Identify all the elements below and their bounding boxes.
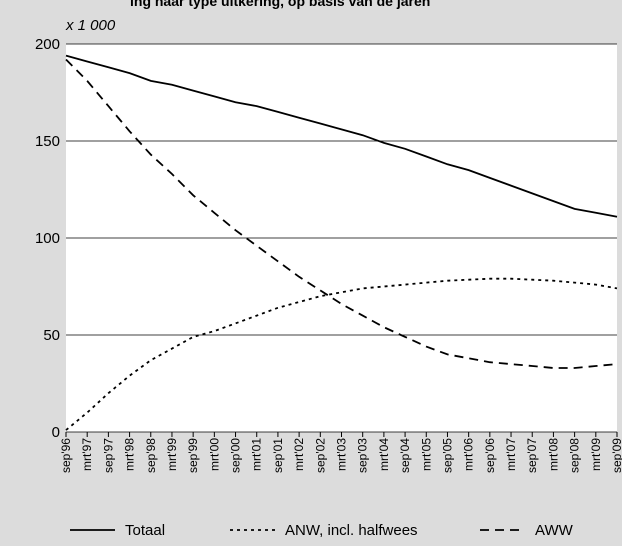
- x-tick-label: mrt'03: [335, 438, 349, 471]
- x-tick-label: mrt'00: [207, 438, 221, 471]
- legend-label: Totaal: [125, 522, 165, 539]
- x-tick-label: sep'97: [101, 438, 115, 473]
- y-tick-label: 150: [35, 133, 60, 150]
- x-tick-label: sep'96: [59, 438, 73, 473]
- x-tick-label: mrt'04: [377, 438, 391, 471]
- legend-label: AWW: [535, 522, 574, 539]
- grid-lines: [66, 43, 617, 433]
- x-tick-label: mrt'08: [546, 438, 560, 471]
- y-axis: 0 50 100 150 200: [35, 36, 60, 441]
- x-tick-label: sep'98: [144, 438, 158, 473]
- x-tick-label: mrt'01: [250, 438, 264, 471]
- x-tick-label: mrt'07: [504, 438, 518, 471]
- y-tick-label: 50: [43, 327, 60, 344]
- x-tick-label: mrt'97: [80, 438, 94, 471]
- x-tick-label: sep'06: [483, 438, 497, 473]
- x-tick-label: mrt'05: [419, 438, 433, 471]
- y-tick-label: 0: [52, 424, 60, 441]
- x-tick-label: sep'99: [186, 438, 200, 473]
- x-tick-label: sep'03: [356, 438, 370, 473]
- x-tick-label: sep'05: [440, 438, 454, 473]
- legend: Totaal ANW, incl. halfwees AWW: [70, 522, 574, 539]
- series-line: [65, 58, 618, 369]
- legend-label: ANW, incl. halfwees: [285, 522, 418, 539]
- x-tick-label: sep'04: [398, 438, 412, 473]
- series-line: [65, 54, 618, 218]
- series-lines: [65, 54, 618, 431]
- series-line: [65, 277, 618, 431]
- x-axis: sep'96 mrt'97 sep'97 mrt'98 sep'98 mrt'99 sep'…: [59, 432, 622, 473]
- y-tick-label: 100: [35, 230, 60, 247]
- x-tick-label: sep'02: [313, 438, 327, 473]
- y-tick-label: 200: [35, 36, 60, 53]
- y-axis-unit-label: x 1 000: [65, 17, 116, 34]
- x-tick-label: mrt'09: [589, 438, 603, 471]
- x-tick-label: mrt'98: [123, 438, 137, 471]
- x-tick-label: sep'08: [568, 438, 582, 473]
- x-tick-label: sep'00: [229, 438, 243, 473]
- x-tick-label: sep'07: [525, 438, 539, 473]
- x-tick-label: mrt'99: [165, 438, 179, 471]
- chart-title: ing naar type uitkering, op basis van de…: [130, 0, 430, 9]
- x-tick-label: sep'01: [271, 438, 285, 473]
- x-tick-label: mrt'06: [462, 438, 476, 471]
- x-tick-label: sep'09: [610, 438, 622, 473]
- x-tick-label: mrt'02: [292, 438, 306, 471]
